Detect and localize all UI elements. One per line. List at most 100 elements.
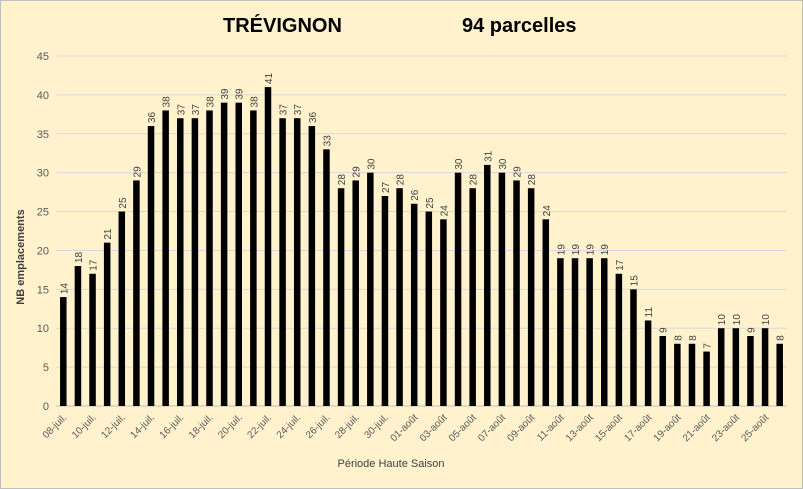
data-label: 37 — [191, 104, 202, 116]
data-label: 28 — [469, 174, 480, 186]
data-label: 36 — [308, 111, 319, 123]
bar — [776, 343, 783, 406]
bar — [717, 328, 725, 406]
data-label: 15 — [629, 275, 640, 287]
bar — [367, 172, 374, 406]
bar — [703, 351, 710, 406]
x-tick-label: 16-juil. — [158, 412, 187, 441]
x-tick-label: 09-août — [506, 412, 538, 444]
bar — [381, 196, 389, 406]
data-label: 8 — [776, 335, 787, 341]
data-label: 24 — [439, 205, 450, 217]
data-label: 41 — [264, 73, 275, 85]
y-tick-label: 25 — [37, 207, 49, 219]
x-tick-label: 10-juil. — [70, 412, 99, 441]
bar — [352, 180, 359, 406]
y-tick-label: 0 — [43, 401, 49, 413]
data-label: 37 — [293, 104, 304, 116]
bar — [264, 87, 272, 406]
bar — [674, 343, 681, 406]
x-tick-label: 14-juil. — [129, 412, 158, 441]
bar — [323, 149, 330, 407]
data-label: 39 — [235, 88, 246, 100]
bar — [103, 242, 111, 406]
chart-title: TRÉVIGNON — [223, 15, 342, 37]
data-label: 38 — [206, 96, 217, 108]
data-label: 8 — [688, 335, 699, 341]
data-label: 29 — [132, 166, 143, 178]
y-tick-label: 15 — [37, 284, 49, 296]
data-label: 30 — [366, 158, 377, 170]
x-tick-label: 21-août — [681, 412, 713, 444]
bar — [396, 188, 403, 406]
bar — [557, 258, 564, 406]
data-label: 11 — [644, 307, 655, 318]
bar — [615, 273, 623, 406]
bar — [601, 258, 608, 406]
data-label: 27 — [381, 181, 392, 193]
bar — [761, 328, 769, 406]
x-tick-label: 24-juil. — [275, 412, 304, 441]
data-label: 10 — [717, 314, 728, 326]
x-tick-label: 18-juil. — [187, 412, 216, 441]
data-label: 14 — [59, 283, 70, 295]
bar — [250, 110, 257, 406]
bar — [527, 188, 535, 406]
bar — [659, 336, 666, 406]
bar — [644, 320, 652, 406]
data-label: 9 — [746, 327, 757, 333]
x-tick-label: 28-juil. — [333, 412, 362, 441]
data-label: 24 — [542, 205, 553, 217]
bar — [162, 110, 169, 406]
y-tick-label: 30 — [37, 168, 49, 180]
x-tick-label: 30-juil. — [362, 412, 391, 441]
data-label: 28 — [527, 174, 538, 186]
data-label: 19 — [571, 244, 582, 256]
data-label: 38 — [249, 96, 260, 108]
y-axis-label: NB emplacements — [15, 209, 27, 305]
bar — [571, 258, 579, 406]
x-tick-label: 20-juil. — [216, 412, 245, 441]
bar — [732, 328, 740, 406]
y-tick-label: 20 — [37, 245, 49, 257]
bar — [469, 188, 476, 406]
data-label: 29 — [352, 166, 363, 178]
data-label: 17 — [615, 259, 626, 271]
bar — [454, 172, 462, 406]
x-tick-label: 23-août — [710, 412, 742, 444]
data-label: 33 — [322, 135, 333, 147]
data-label: 37 — [279, 104, 290, 116]
y-tick-label: 10 — [37, 323, 49, 335]
x-tick-label: 03-août — [418, 412, 450, 444]
data-label: 7 — [703, 343, 714, 349]
data-label: 19 — [556, 244, 567, 256]
bar — [337, 188, 345, 406]
data-label: 25 — [118, 197, 129, 209]
data-label: 28 — [396, 174, 407, 186]
bar — [235, 102, 242, 407]
data-label: 30 — [498, 158, 509, 170]
bar — [177, 118, 184, 406]
y-tick-label: 40 — [37, 90, 49, 102]
x-tick-label: 05-août — [447, 412, 479, 444]
data-label: 9 — [659, 327, 670, 333]
bar — [688, 343, 696, 406]
bar — [133, 180, 140, 406]
x-tick-label: 25-août — [739, 412, 771, 444]
bar — [147, 126, 155, 406]
data-label: 29 — [513, 166, 524, 178]
bar — [498, 172, 506, 406]
data-label: 10 — [732, 314, 743, 326]
x-tick-label: 11-août — [535, 412, 566, 443]
data-label: 17 — [89, 259, 100, 271]
data-label: 28 — [337, 174, 348, 186]
bar — [425, 211, 433, 406]
bar — [206, 110, 213, 406]
data-label: 25 — [425, 197, 436, 209]
x-tick-label: 01-août — [389, 412, 421, 444]
data-label: 21 — [103, 228, 114, 240]
bar — [279, 118, 286, 406]
x-tick-label: 13-août — [564, 412, 596, 444]
data-label: 10 — [761, 314, 772, 326]
x-tick-label: 12-juil. — [99, 412, 128, 441]
